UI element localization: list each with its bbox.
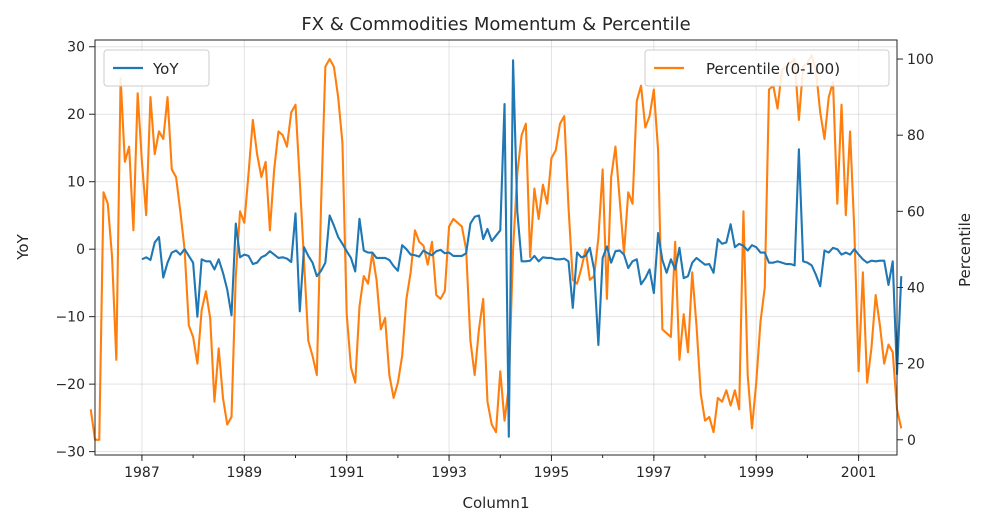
series-lines [89,54,903,441]
y-axis-right: 0 20 40 60 80 100 [897,52,934,449]
x-tick-label: 1995 [534,465,570,481]
y-right-tick-label: 100 [907,52,934,68]
x-tick-label: 1993 [431,465,467,481]
x-axis: 1987 1989 1991 1993 1995 1997 1999 2001 [124,455,876,481]
x-tick-label: 1991 [329,465,365,481]
series-line-yoy [141,59,903,438]
x-tick-label: 2001 [841,465,877,481]
x-tick-label: 1987 [124,465,160,481]
x-tick-label: 1999 [738,465,774,481]
legend-left: YoY [103,49,210,87]
y-axis-left: −30 −20 −10 0 10 20 30 [55,40,95,461]
y-left-tick-label: −30 [55,445,85,461]
y-left-tick-label: −10 [55,310,85,326]
y-right-tick-label: 60 [907,204,925,220]
y-left-tick-label: 20 [67,107,85,123]
x-tick-label: 1989 [226,465,262,481]
y-axis-left-title: YoY [14,233,32,260]
y-right-tick-label: 80 [907,128,925,144]
legend-right-box [644,49,890,87]
y-left-tick-label: 10 [67,175,85,191]
y-right-tick-label: 20 [907,357,925,373]
gridlines [95,40,897,455]
y-left-tick-label: −20 [55,377,85,393]
y-right-tick-label: 40 [907,280,925,296]
y-right-tick-label: 0 [907,433,916,449]
legend-right: Percentile (0-100) [644,49,890,87]
legend-right-label: Percentile (0-100) [706,60,840,78]
series-line-percentile [89,54,903,441]
y-left-tick-label: 0 [76,242,85,258]
y-left-tick-label: 30 [67,40,85,56]
x-tick-label: 1997 [636,465,672,481]
chart-title: FX & Commodities Momentum & Percentile [301,14,690,35]
legend-left-box [103,49,210,87]
x-axis-title: Column1 [463,494,530,512]
plot-frame [94,39,898,456]
legend-left-label: YoY [152,60,179,78]
y-axis-right-title: Percentile [956,213,974,287]
